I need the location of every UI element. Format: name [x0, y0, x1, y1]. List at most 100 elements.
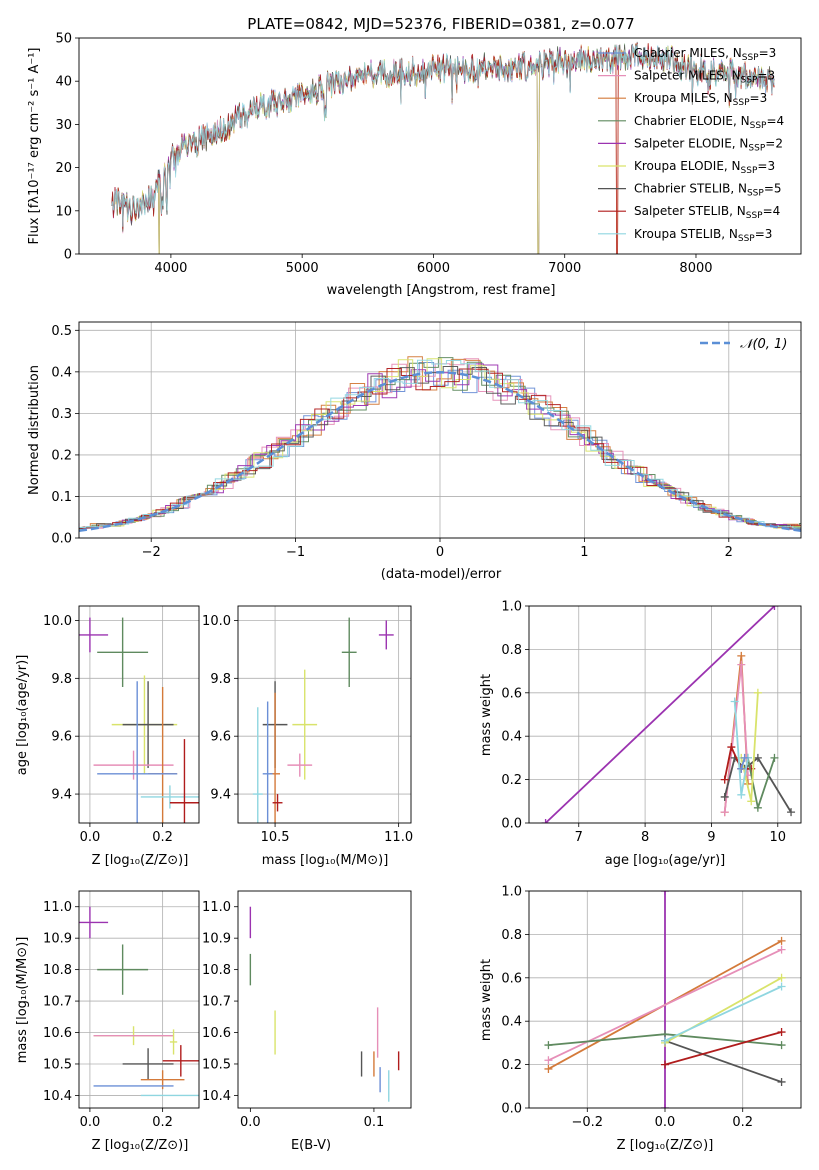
- x-tick-label: 10.5: [261, 830, 290, 845]
- y-tick-label: 20: [55, 161, 72, 176]
- weight-marker: [541, 819, 550, 823]
- y-tick-label: 30: [55, 118, 72, 133]
- weight-marker: [737, 651, 746, 660]
- ebv_mass-marks: [249, 906, 400, 1102]
- weight-marker: [737, 764, 746, 773]
- weight-marker: [777, 936, 786, 945]
- weight-marker: [777, 1041, 786, 1050]
- x-tick-label: 0.2: [152, 1115, 173, 1130]
- y-tick-label: 0.0: [51, 532, 72, 547]
- weight-marker: [544, 1041, 553, 1050]
- error-bar-point: [169, 1029, 178, 1055]
- error-bar-point: [162, 1045, 199, 1077]
- error-bar-point: [97, 617, 149, 688]
- error-bar-point: [79, 617, 109, 653]
- axes-frame: [78, 37, 802, 255]
- y-tick-label: 10.6: [202, 1026, 231, 1041]
- z_weight-marks: [544, 891, 786, 1108]
- y-tick-label: 11.0: [43, 900, 72, 915]
- weight-marker: [777, 973, 786, 982]
- z_weight-axes: −0.2 0.0 0.2 0.0 0.2 0.4 0.6 0.8 1.0 Z [log₁₀(Z/Z…: [479, 885, 802, 1153]
- y-tick-label: 0.0: [501, 817, 522, 832]
- y-tick-label: 10.4: [43, 1089, 72, 1104]
- legend-label: Salpeter MILES, NSSP=3: [634, 69, 775, 86]
- y-tick-label: 40: [55, 75, 72, 90]
- y-tick-label: 9.8: [51, 672, 72, 687]
- x-tick-label: 10: [770, 830, 787, 845]
- weight-marker: [661, 1036, 669, 1045]
- x-tick-label: 0.0: [655, 1115, 676, 1130]
- weight-marker: [777, 1028, 786, 1037]
- x-tick-label: 2: [725, 545, 733, 560]
- age_weight-marks: [541, 606, 796, 823]
- axes-frame: [78, 321, 802, 539]
- y-tick-label: 0: [64, 248, 72, 263]
- x-tick-label: 8000: [679, 261, 712, 276]
- weight-marker: [737, 660, 746, 669]
- x-tick-label: 8: [641, 830, 649, 845]
- x-tick-label: 7000: [548, 261, 581, 276]
- weight-marker: [544, 1056, 553, 1065]
- weight-marker: [787, 808, 796, 817]
- y-tick-label: 0.1: [51, 490, 72, 505]
- x-axis-label: Z [log₁₀(Z/Z⊙)]: [92, 1138, 189, 1153]
- weight-marker: [747, 797, 756, 806]
- legend: 𝒩(0, 1): [700, 337, 787, 352]
- x-tick-label: 0.1: [364, 1115, 385, 1130]
- weight-marker: [753, 803, 762, 812]
- z_age-axes: 0.0 0.2 9.4 9.6 9.8 10.0 Z [log₁₀(Z/Z⊙)] age [l…: [15, 605, 200, 868]
- y-tick-label: 10.9: [43, 932, 72, 947]
- x-tick-label: 4000: [154, 261, 187, 276]
- legend-label: Kroupa MILES, NSSP=3: [634, 91, 767, 108]
- error-bar-point: [97, 944, 149, 995]
- x-axis-label: wavelength [Angstrom, rest frame]: [327, 283, 556, 298]
- error-bar-point: [292, 669, 318, 780]
- error-bar-point: [93, 750, 174, 780]
- legend-label: 𝒩(0, 1): [740, 337, 787, 352]
- y-tick-label: 9.4: [210, 788, 231, 803]
- y-tick-label: 10.5: [202, 1057, 231, 1072]
- x-axis-label: E(B-V): [291, 1138, 331, 1153]
- weight-marker: [777, 945, 786, 954]
- error-bar-point: [169, 739, 199, 823]
- weight-line: [664, 1031, 782, 1066]
- normal-curve: [79, 371, 801, 532]
- y-axis-label: age [log₁₀(age/yr)]: [15, 655, 30, 776]
- axes-frame: [78, 605, 200, 824]
- weight-marker: [730, 697, 739, 706]
- weight-marker: [753, 753, 762, 762]
- x-tick-label: −1: [286, 545, 305, 560]
- y-tick-label: 10.8: [202, 963, 231, 978]
- error-bar-point: [252, 707, 263, 823]
- weight-marker: [770, 753, 779, 762]
- y-tick-label: 10.0: [43, 614, 72, 629]
- legend: Chabrier MILES, NSSP=3 Salpeter MILES, NS…: [598, 46, 784, 244]
- axes-frame: [237, 605, 412, 824]
- figure-title: PLATE=0842, MJD=52376, FIBERID=0381, z=0…: [247, 15, 634, 33]
- legend-label: Kroupa ELODIE, NSSP=3: [634, 159, 775, 176]
- y-tick-label: 0.0: [501, 1102, 522, 1117]
- legend-label: Salpeter STELIB, NSSP=4: [634, 204, 780, 221]
- x-axis-label: mass [log₁₀(M/M⊙)]: [262, 853, 389, 868]
- y-tick-label: 0.6: [501, 971, 522, 986]
- y-tick-label: 50: [55, 32, 72, 47]
- weight-line: [664, 1039, 782, 1083]
- x-tick-label: 0.0: [240, 1115, 261, 1130]
- error-bar-point: [272, 794, 283, 812]
- legend-label: Salpeter ELODIE, NSSP=2: [634, 136, 783, 153]
- residuals-marks: [79, 356, 801, 532]
- y-tick-label: 10.8: [43, 963, 72, 978]
- y-tick-label: 0.6: [501, 686, 522, 701]
- x-tick-label: 0.0: [80, 830, 101, 845]
- ebv_mass-axes: 0.0 0.1 10.4 10.5 10.6 10.7 10.8 10.9 11.0 E(B-V): [202, 890, 412, 1153]
- z_mass-marks: [79, 906, 199, 1097]
- legend-label: Chabrier ELODIE, NSSP=4: [634, 114, 784, 131]
- x-tick-label: 1: [580, 545, 588, 560]
- z_mass-axes: 0.0 0.2 10.4 10.5 10.6 10.7 10.8 10.9 11.0 Z [log…: [15, 890, 200, 1153]
- y-tick-label: 11.0: [202, 900, 231, 915]
- y-axis-label: Normed distribution: [27, 365, 42, 495]
- x-axis-label: (data-model)/error: [381, 567, 502, 582]
- y-tick-label: 10.4: [202, 1089, 231, 1104]
- weight-line: [544, 606, 776, 823]
- weight-marker: [544, 1064, 553, 1073]
